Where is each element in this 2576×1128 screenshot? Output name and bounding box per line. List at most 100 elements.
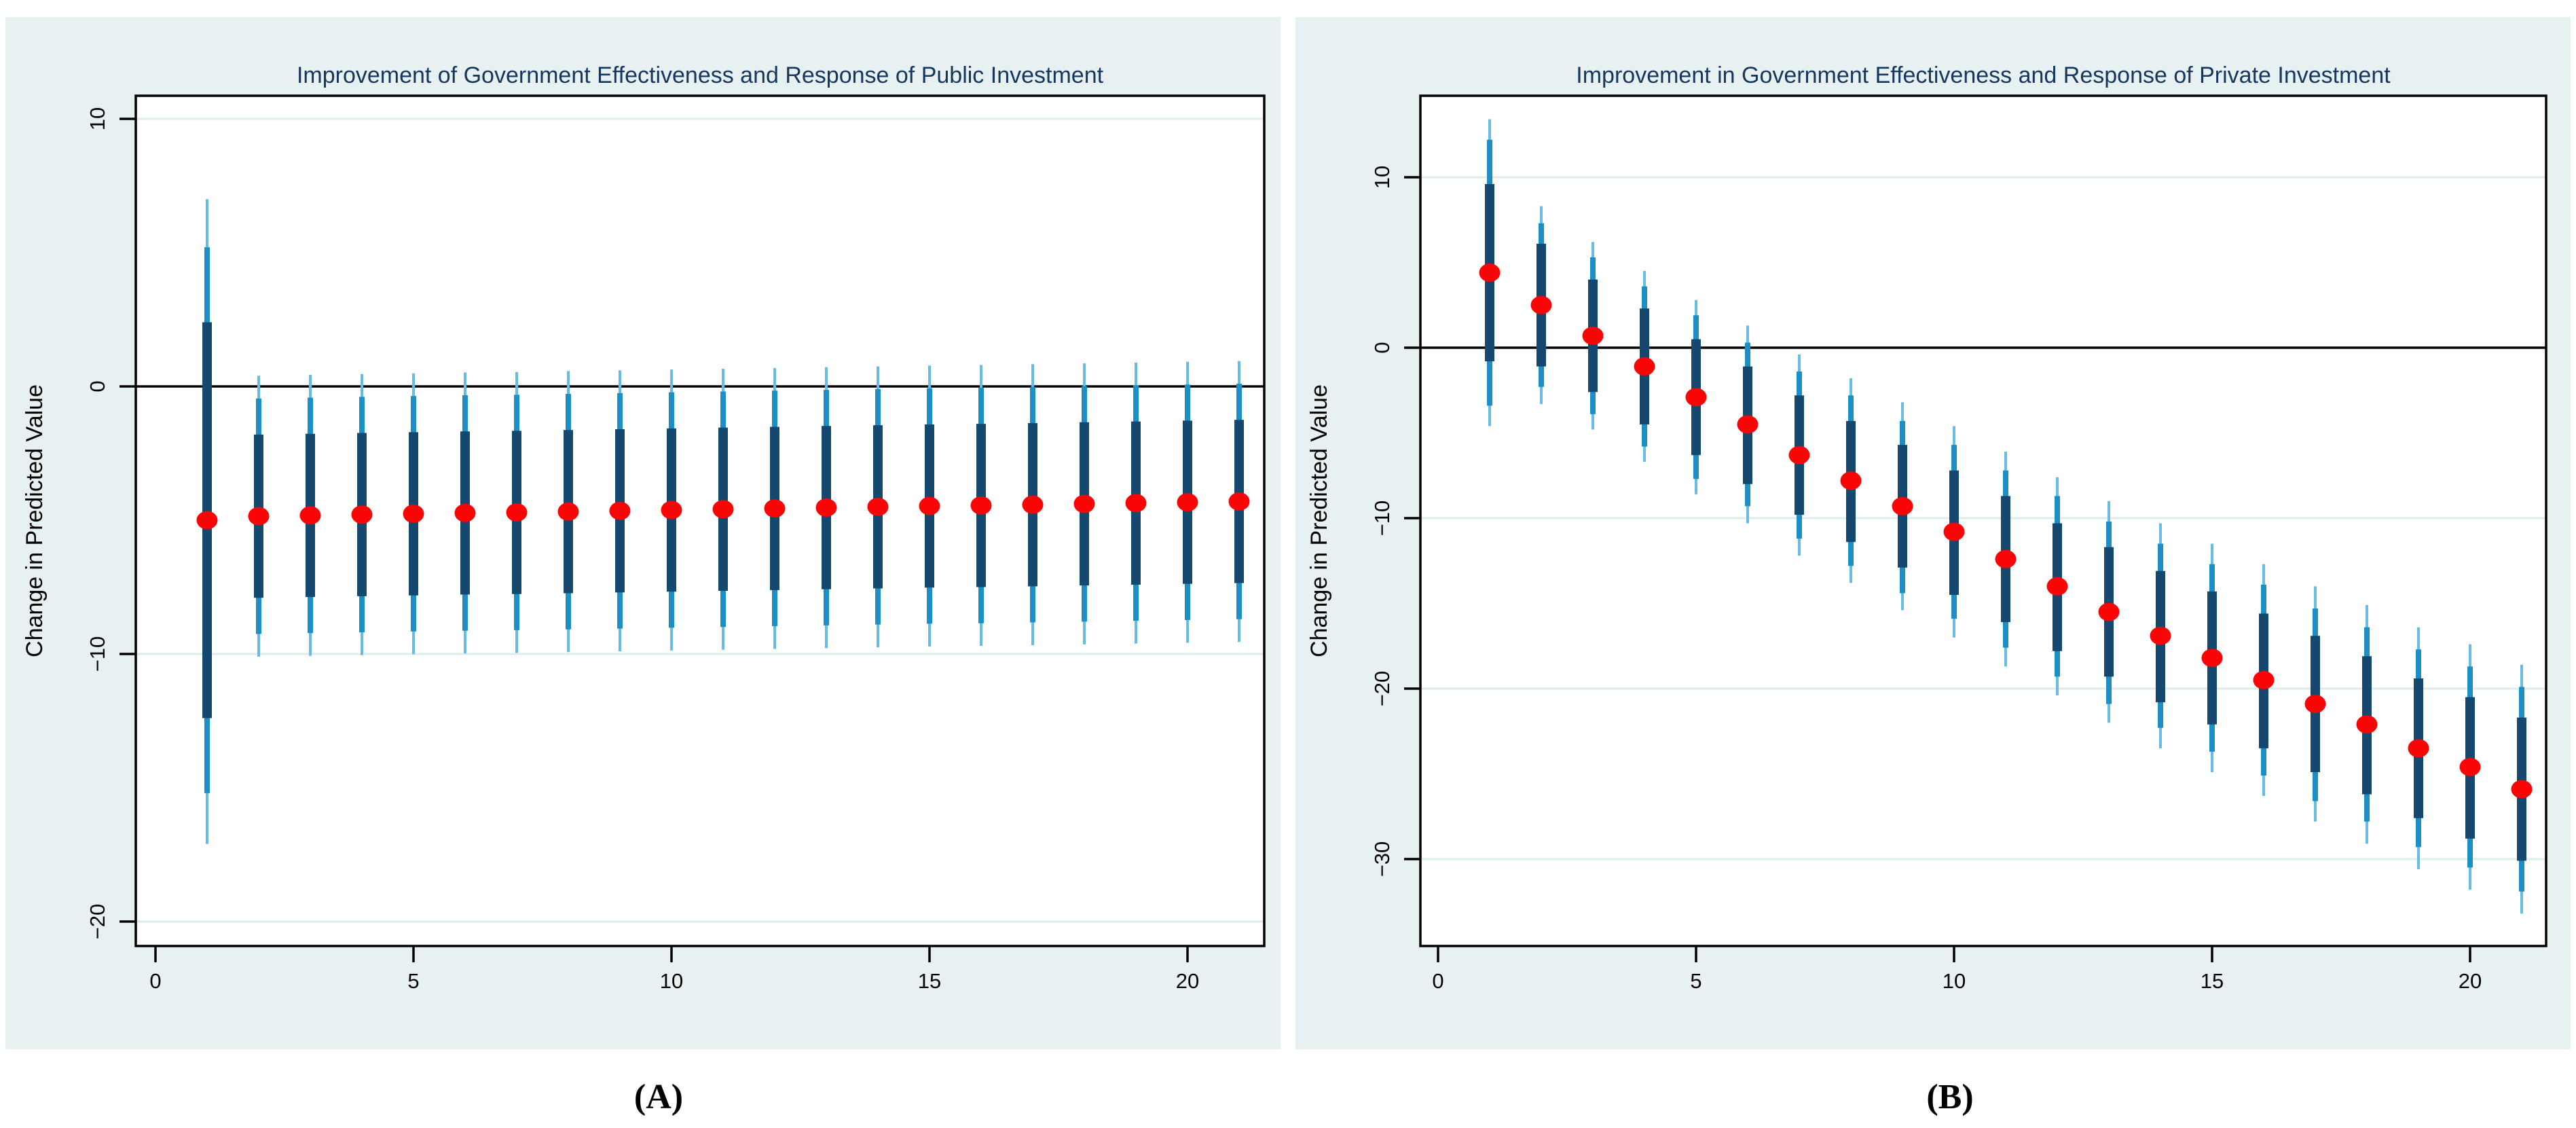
point-marker [867, 497, 889, 516]
point-marker [1788, 445, 1810, 465]
error-bar [764, 367, 786, 649]
point-marker [299, 506, 321, 525]
y-tick-label: 10 [86, 107, 109, 130]
point-marker [2253, 670, 2275, 689]
error-bar [2459, 644, 2481, 890]
error-bar [1073, 363, 1095, 644]
caption-panel-a: (A) [633, 1078, 684, 1116]
error-bar [661, 369, 682, 651]
point-marker [1634, 357, 1655, 376]
error-bar [1943, 426, 1965, 638]
error-bar [403, 373, 424, 655]
point-marker [506, 503, 528, 522]
point-marker [1073, 494, 1095, 513]
point-marker [1125, 494, 1147, 513]
error-bar [2304, 586, 2326, 822]
error-bar [609, 370, 631, 652]
y-tick-label: −10 [86, 636, 109, 672]
error-bar [2253, 564, 2275, 797]
error-bar [1125, 362, 1147, 644]
point-marker [2201, 649, 2223, 668]
point-marker [1685, 388, 1707, 407]
caption-panel-b: (B) [1926, 1078, 1974, 1116]
point-marker [1995, 549, 2017, 568]
error-bar [1892, 402, 1913, 611]
error-bar [867, 366, 889, 648]
error-bar [557, 371, 579, 653]
point-marker [712, 500, 734, 519]
error-bar [970, 365, 992, 647]
y-tick-label: −10 [1370, 501, 1394, 536]
point-marker [1582, 326, 1604, 345]
point-marker [248, 507, 270, 526]
error-bar [1228, 361, 1250, 642]
point-marker [1737, 415, 1759, 434]
x-tick-label: 10 [660, 969, 683, 993]
point-marker [2408, 739, 2429, 758]
point-marker [1022, 495, 1044, 514]
error-bar [1634, 271, 1655, 462]
error-bar [2150, 523, 2171, 748]
y-axis-label: Change in Predicted Value [22, 384, 48, 657]
x-tick-label: 20 [2459, 969, 2482, 993]
x-tick-label: 0 [149, 969, 161, 993]
y-tick-label: 0 [1370, 342, 1394, 353]
error-bar [1479, 119, 1501, 426]
point-marker [1892, 496, 1913, 515]
x-tick-label: 5 [1690, 969, 1701, 993]
error-bar [1582, 242, 1604, 430]
error-bar [2046, 477, 2068, 696]
point-marker [1840, 471, 1862, 490]
y-tick-label: −30 [1370, 841, 1394, 877]
point-marker [1479, 263, 1501, 283]
error-bar [454, 372, 476, 654]
plot-border [134, 94, 1266, 947]
error-bar [2098, 501, 2120, 723]
error-bar [506, 371, 528, 653]
plot-border [1419, 94, 2547, 947]
point-marker [196, 511, 218, 530]
panel-a-public-investment: Improvement of Government Effectiveness … [5, 17, 1281, 1049]
x-tick-label: 10 [1943, 969, 1966, 993]
point-marker [1530, 295, 1552, 314]
point-marker [661, 501, 682, 520]
error-bar [1530, 206, 1552, 404]
chart-title: Improvement of Government Effectiveness … [297, 62, 1104, 88]
point-marker [2046, 577, 2068, 596]
x-tick-label: 5 [407, 969, 419, 993]
point-marker [557, 502, 579, 521]
y-tick-label: 0 [86, 380, 109, 392]
error-bar [2201, 543, 2223, 772]
error-bar [196, 199, 218, 844]
point-marker [2304, 695, 2326, 714]
error-bar [1022, 364, 1044, 645]
point-marker [403, 505, 424, 524]
error-bar [1995, 452, 2017, 667]
error-bar [2511, 664, 2533, 914]
point-marker [454, 503, 476, 522]
error-bar [919, 365, 940, 647]
x-tick-label: 15 [918, 969, 941, 993]
point-marker [815, 498, 837, 517]
y-tick-label: −20 [86, 904, 109, 940]
chart-title: Improvement in Government Effectiveness … [1576, 62, 2391, 88]
error-bar [1840, 378, 1862, 583]
point-marker [970, 496, 992, 515]
errorbar-series [1479, 119, 2533, 914]
y-tick-label: −20 [1370, 671, 1394, 707]
point-marker [1228, 492, 1250, 511]
point-marker [2098, 602, 2120, 621]
point-marker [1177, 493, 1198, 512]
error-bar [1177, 361, 1198, 643]
panel-b-private-investment: Improvement in Government Effectiveness … [1295, 17, 2571, 1049]
y-axis-label: Change in Predicted Value [1306, 384, 1332, 657]
x-tick-label: 20 [1176, 969, 1199, 993]
error-bar [1737, 325, 1759, 524]
point-marker [2511, 780, 2533, 799]
error-bar [1685, 299, 1707, 494]
y-tick-label: 10 [1370, 166, 1394, 189]
point-marker [919, 496, 940, 515]
error-bar [248, 376, 270, 657]
errorbar-series [196, 199, 1250, 844]
